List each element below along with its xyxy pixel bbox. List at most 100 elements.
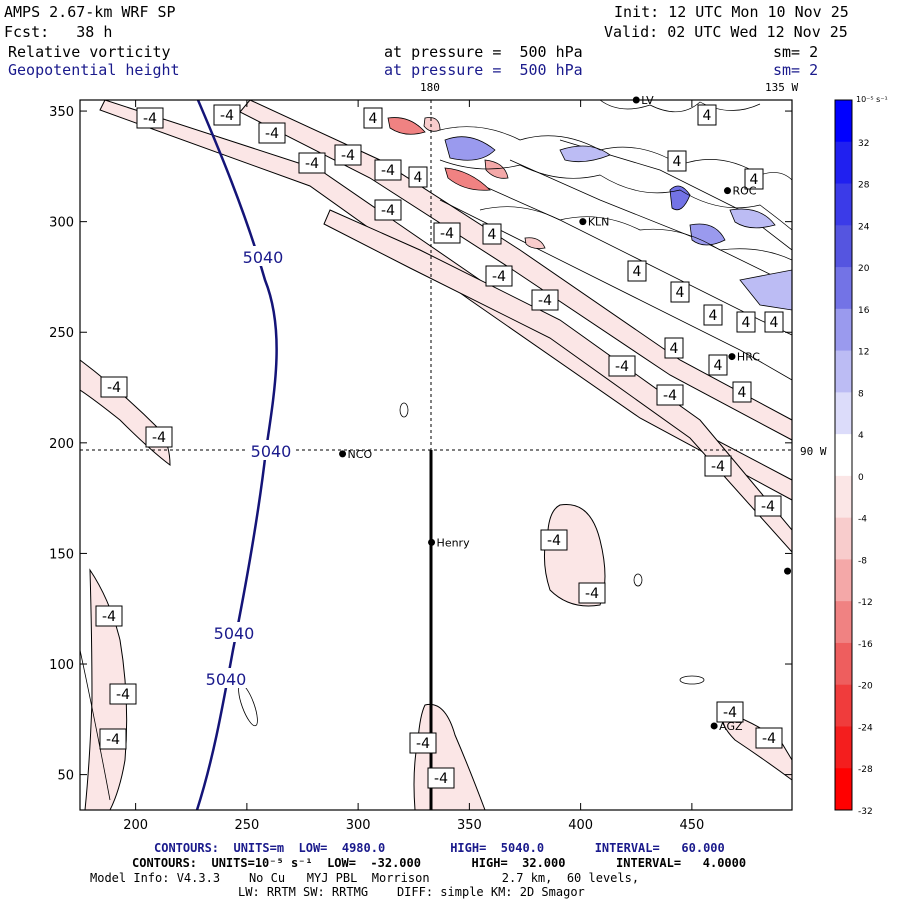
- y-tick-label: 200: [49, 437, 74, 452]
- vorticity-contour-label: -4: [100, 376, 128, 398]
- y-axis: 50 100 150 200 250 300 350: [49, 105, 792, 784]
- lon-label-180: 180: [420, 81, 440, 94]
- colorbar-units: 10⁻⁵ s⁻¹: [856, 95, 888, 104]
- colorbar-tick-label: 12: [858, 348, 869, 358]
- colorbar-swatch: [835, 434, 852, 477]
- vorticity-blue-patch: [739, 269, 792, 311]
- vorticity-contour-label: -4: [578, 582, 606, 604]
- colorbar-swatch: [835, 684, 852, 727]
- x-axis: 200 250 300 350 400 450: [123, 100, 704, 833]
- vorticity-contour-label: -4: [540, 529, 568, 551]
- vorticity-contour: [679, 675, 705, 685]
- x-tick-label: 350: [457, 818, 482, 833]
- colorbar-swatch: [835, 392, 852, 435]
- vorticity-contour-label: -4: [374, 159, 402, 181]
- y-tick-label: 300: [49, 216, 74, 231]
- vorticity-contour-label: -4: [99, 728, 127, 750]
- vorticity-contour: [399, 402, 409, 418]
- svg-text:-4: -4: [102, 609, 116, 625]
- height-contour-label: 5040: [243, 248, 284, 267]
- vorticity-contour: [80, 649, 111, 801]
- vorticity-contour-label: -4: [531, 289, 559, 311]
- svg-text:-4: -4: [143, 111, 157, 127]
- station-label: KLN: [588, 216, 610, 229]
- height-label-bg: [239, 246, 287, 266]
- vorticity-red-patch: [423, 117, 441, 132]
- svg-text:-4: -4: [585, 586, 599, 602]
- x-tick-label: 250: [234, 818, 259, 833]
- svg-text:-4: -4: [106, 732, 120, 748]
- station-label: Henry: [437, 536, 471, 549]
- svg-text:4: 4: [633, 264, 642, 280]
- vorticity-contour-label: 4: [697, 104, 717, 126]
- svg-text:-4: -4: [116, 687, 130, 703]
- colorbar-tick-label: 0: [858, 473, 864, 483]
- svg-text:4: 4: [673, 154, 682, 170]
- level-vorticity: at pressure = 500 hPa: [384, 43, 583, 61]
- svg-text:4: 4: [676, 285, 685, 301]
- x-tick-label: 450: [679, 818, 704, 833]
- colorbar-swatch: [835, 475, 852, 519]
- colorbar: 32 28 24 20 16 12 8 4 0 -4 -8 -12 -16 -20 -24 -28 -32 10⁻…: [834, 95, 888, 817]
- vorticity-contour: [439, 199, 792, 381]
- svg-text:-4: -4: [434, 771, 448, 787]
- svg-text:4: 4: [750, 172, 759, 188]
- colorbar-swatch: [835, 559, 852, 602]
- vorticity-contour-label: -4: [704, 455, 732, 477]
- colorbar-tick-label: -20: [858, 682, 873, 692]
- footer-physics-info: LW: RRTM SW: RRTMG DIFF: simple KM: 2D S…: [238, 885, 585, 899]
- smoothing-vorticity: sm= 2: [773, 43, 819, 61]
- footer-model-info: Model Info: V4.3.3 No Cu MYJ PBL Morriso…: [90, 871, 640, 885]
- vorticity-contour-label: -4: [145, 426, 173, 448]
- svg-text:-4: -4: [615, 359, 629, 375]
- colorbar-swatch: [835, 225, 852, 268]
- stations: NCO Henry KLN ROC HRC AGZ LV: [339, 94, 792, 733]
- svg-text:-4: -4: [711, 459, 725, 475]
- svg-text:-4: -4: [416, 736, 430, 752]
- vorticity-contour-label: 4: [732, 381, 752, 403]
- vorticity-contour-label: 4: [667, 150, 687, 172]
- vorticity-band-pink: [99, 100, 792, 501]
- vorticity-contour: [633, 573, 643, 587]
- vorticity-contour: [509, 159, 792, 286]
- vorticity-blue-patch: [559, 145, 611, 163]
- station-marker: [632, 96, 640, 104]
- vorticity-blue-patch: [444, 136, 496, 161]
- station-label: HRC: [737, 351, 760, 364]
- vorticity-red-patch: [444, 167, 491, 191]
- vorticity-contour-label: -4: [427, 767, 455, 789]
- height-label-bg: [210, 622, 258, 642]
- colorbar-swatch: [835, 350, 852, 393]
- vorticity-blue-patch: [729, 208, 776, 229]
- svg-text:4: 4: [703, 108, 712, 124]
- svg-text:4: 4: [770, 315, 779, 331]
- svg-text:-4: -4: [440, 226, 454, 242]
- vorticity-contour-label: 4: [764, 311, 784, 333]
- vorticity-contour-label: 4: [708, 354, 728, 376]
- svg-text:-4: -4: [761, 499, 775, 515]
- svg-text:4: 4: [369, 111, 378, 127]
- vorticity-contour: [479, 206, 792, 261]
- lon-label-90w: 90 W: [800, 445, 827, 458]
- vorticity-band-pink-3: [239, 100, 792, 441]
- vorticity-contour-label: -4: [755, 727, 783, 749]
- station-marker: [428, 538, 436, 546]
- svg-text:4: 4: [738, 385, 747, 401]
- lon-label-135w: 135 W: [765, 81, 799, 94]
- vorticity-band-pink-2: [323, 209, 792, 553]
- station-marker: [784, 567, 792, 575]
- x-tick-label: 300: [346, 818, 371, 833]
- height-label-bg: [247, 440, 295, 460]
- y-tick-label: 100: [49, 658, 74, 673]
- height-label-bg: [202, 668, 250, 688]
- vorticity-contour: [439, 159, 792, 231]
- vorticity-island: [413, 703, 486, 810]
- vorticity-contour-label: 4: [627, 260, 647, 282]
- colorbar-swatch: [835, 726, 852, 769]
- station-marker: [728, 353, 736, 361]
- svg-text:-4: -4: [220, 108, 234, 124]
- vorticity-contour-label: -4: [109, 683, 137, 705]
- colorbar-tick-label: -12: [858, 598, 873, 608]
- svg-text:4: 4: [742, 315, 751, 331]
- plot-frame: [79, 99, 793, 811]
